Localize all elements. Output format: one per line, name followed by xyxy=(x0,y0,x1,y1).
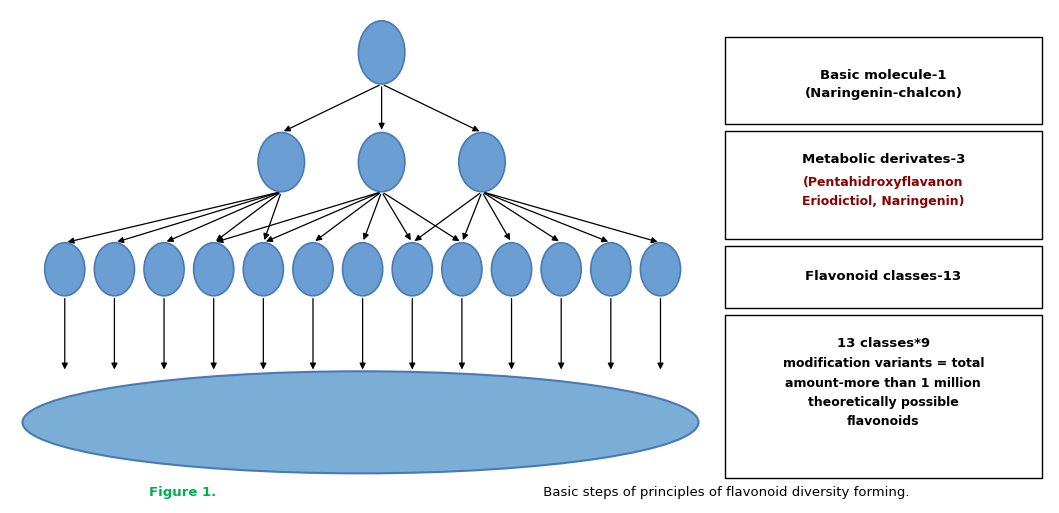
FancyBboxPatch shape xyxy=(725,131,1042,239)
Text: Metabolic derivates-3: Metabolic derivates-3 xyxy=(802,153,965,166)
Ellipse shape xyxy=(491,243,532,296)
Ellipse shape xyxy=(258,132,305,192)
Ellipse shape xyxy=(541,243,581,296)
FancyBboxPatch shape xyxy=(725,315,1042,479)
Text: Figure 1.: Figure 1. xyxy=(149,486,216,499)
Text: Basic molecule-1: Basic molecule-1 xyxy=(820,69,947,82)
Ellipse shape xyxy=(641,243,681,296)
Text: modification variants = total: modification variants = total xyxy=(783,357,984,370)
Ellipse shape xyxy=(442,243,482,296)
Text: Eriodictiol, Naringenin): Eriodictiol, Naringenin) xyxy=(802,195,965,208)
Ellipse shape xyxy=(591,243,631,296)
Ellipse shape xyxy=(358,21,405,84)
Ellipse shape xyxy=(94,243,134,296)
Ellipse shape xyxy=(358,132,405,192)
Text: Basic steps of principles of flavonoid diversity forming.: Basic steps of principles of flavonoid d… xyxy=(539,486,910,499)
Text: Flavonoid classes-13: Flavonoid classes-13 xyxy=(805,270,962,283)
Text: amount-more than 1 million: amount-more than 1 million xyxy=(786,377,982,389)
Ellipse shape xyxy=(44,243,85,296)
Ellipse shape xyxy=(244,243,284,296)
Ellipse shape xyxy=(293,243,333,296)
Ellipse shape xyxy=(459,132,505,192)
FancyBboxPatch shape xyxy=(725,246,1042,307)
Text: theoretically possible: theoretically possible xyxy=(808,396,958,409)
Text: flavonoids: flavonoids xyxy=(847,416,919,428)
Text: 13 classes*9: 13 classes*9 xyxy=(837,337,930,350)
Text: (Naringenin-chalcon): (Naringenin-chalcon) xyxy=(805,87,963,100)
Text: (Pentahidroxyflavanon: (Pentahidroxyflavanon xyxy=(803,176,964,189)
Ellipse shape xyxy=(342,243,382,296)
Ellipse shape xyxy=(392,243,432,296)
Ellipse shape xyxy=(144,243,184,296)
Ellipse shape xyxy=(194,243,234,296)
FancyBboxPatch shape xyxy=(725,37,1042,124)
Ellipse shape xyxy=(22,371,699,473)
